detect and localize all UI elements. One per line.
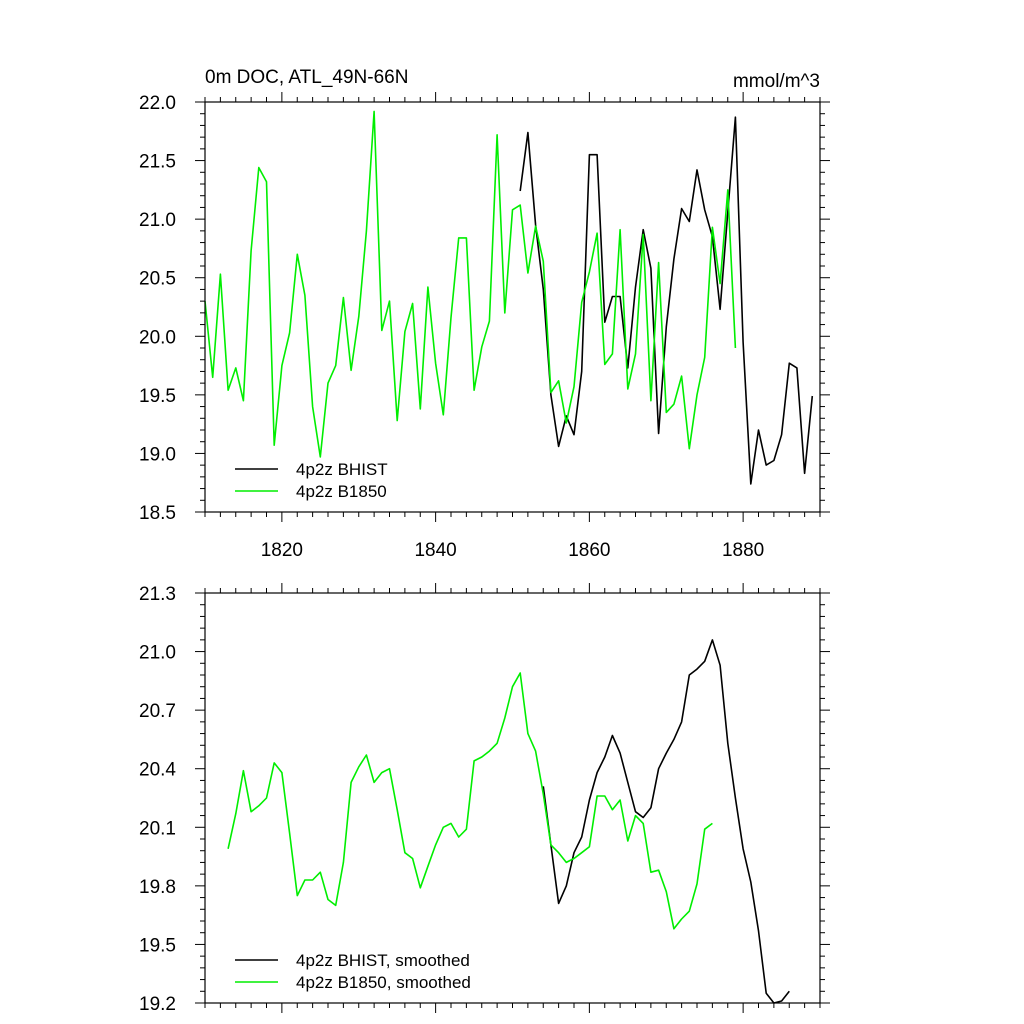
y-tick-label: 19.8 xyxy=(139,877,176,898)
y-tick-label: 21.5 xyxy=(139,152,176,173)
legend-label-bhist: 4p2z BHIST xyxy=(296,460,388,479)
y-tick-label: 20.1 xyxy=(139,818,176,839)
top-panel-title: 0m DOC, ATL_49N-66N xyxy=(205,67,408,88)
legend-label-bhist-smoothed: 4p2z BHIST, smoothed xyxy=(296,951,470,970)
y-tick-label: 18.5 xyxy=(139,503,176,524)
x-tick-label: 1840 xyxy=(414,540,456,561)
x-tick-label: 1860 xyxy=(568,540,610,561)
series-line-1 xyxy=(227,672,713,930)
bottom-panel-legend: 4p2z BHIST, smoothed 4p2z B1850, smoothe… xyxy=(235,951,471,992)
bottom-panel-ticks: 19.2 19.5 19.8 20.1 20.4 20.7 21.0 21.3 xyxy=(139,583,830,1015)
y-tick-label: 21.0 xyxy=(139,210,176,231)
y-tick-label: 19.2 xyxy=(139,994,176,1015)
bottom-panel-frame xyxy=(204,592,821,1004)
legend-label-b1850-smoothed: 4p2z B1850, smoothed xyxy=(296,973,471,992)
x-tick-label: 1820 xyxy=(261,540,303,561)
bottom-panel: 19.2 19.5 19.8 20.1 20.4 20.7 21.0 21.3 4p2z BH… xyxy=(139,583,830,1015)
y-tick-label: 19.5 xyxy=(139,935,176,956)
y-tick-label: 19.5 xyxy=(139,386,176,407)
top-panel-legend: 4p2z BHIST 4p2z B1850 xyxy=(235,460,388,501)
bottom-panel-series xyxy=(227,639,790,1004)
y-tick-label: 21.0 xyxy=(139,643,176,664)
top-panel-series xyxy=(204,110,814,485)
top-panel-frame xyxy=(204,101,821,513)
y-tick-label: 22.0 xyxy=(139,93,176,114)
y-tick-label: 20.7 xyxy=(139,701,176,722)
x-tick-label: 1880 xyxy=(722,540,764,561)
legend-label-b1850: 4p2z B1850 xyxy=(296,482,387,501)
series-line-1 xyxy=(204,110,737,458)
top-panel-units: mmol/m^3 xyxy=(733,71,820,92)
series-line-0 xyxy=(542,639,790,1004)
y-tick-label: 21.3 xyxy=(139,584,176,605)
top-panel: 0m DOC, ATL_49N-66N mmol/m^3 18.5 19.0 19.… xyxy=(139,67,830,561)
y-tick-label: 19.0 xyxy=(139,444,176,465)
y-tick-label: 20.4 xyxy=(139,760,176,781)
y-tick-label: 20.5 xyxy=(139,269,176,290)
series-line-0 xyxy=(519,116,814,485)
top-panel-ticks: 18.5 19.0 19.5 20.0 20.5 21.0 21.5 22.0 1820 1840… xyxy=(139,92,830,561)
y-tick-label: 20.0 xyxy=(139,327,176,348)
